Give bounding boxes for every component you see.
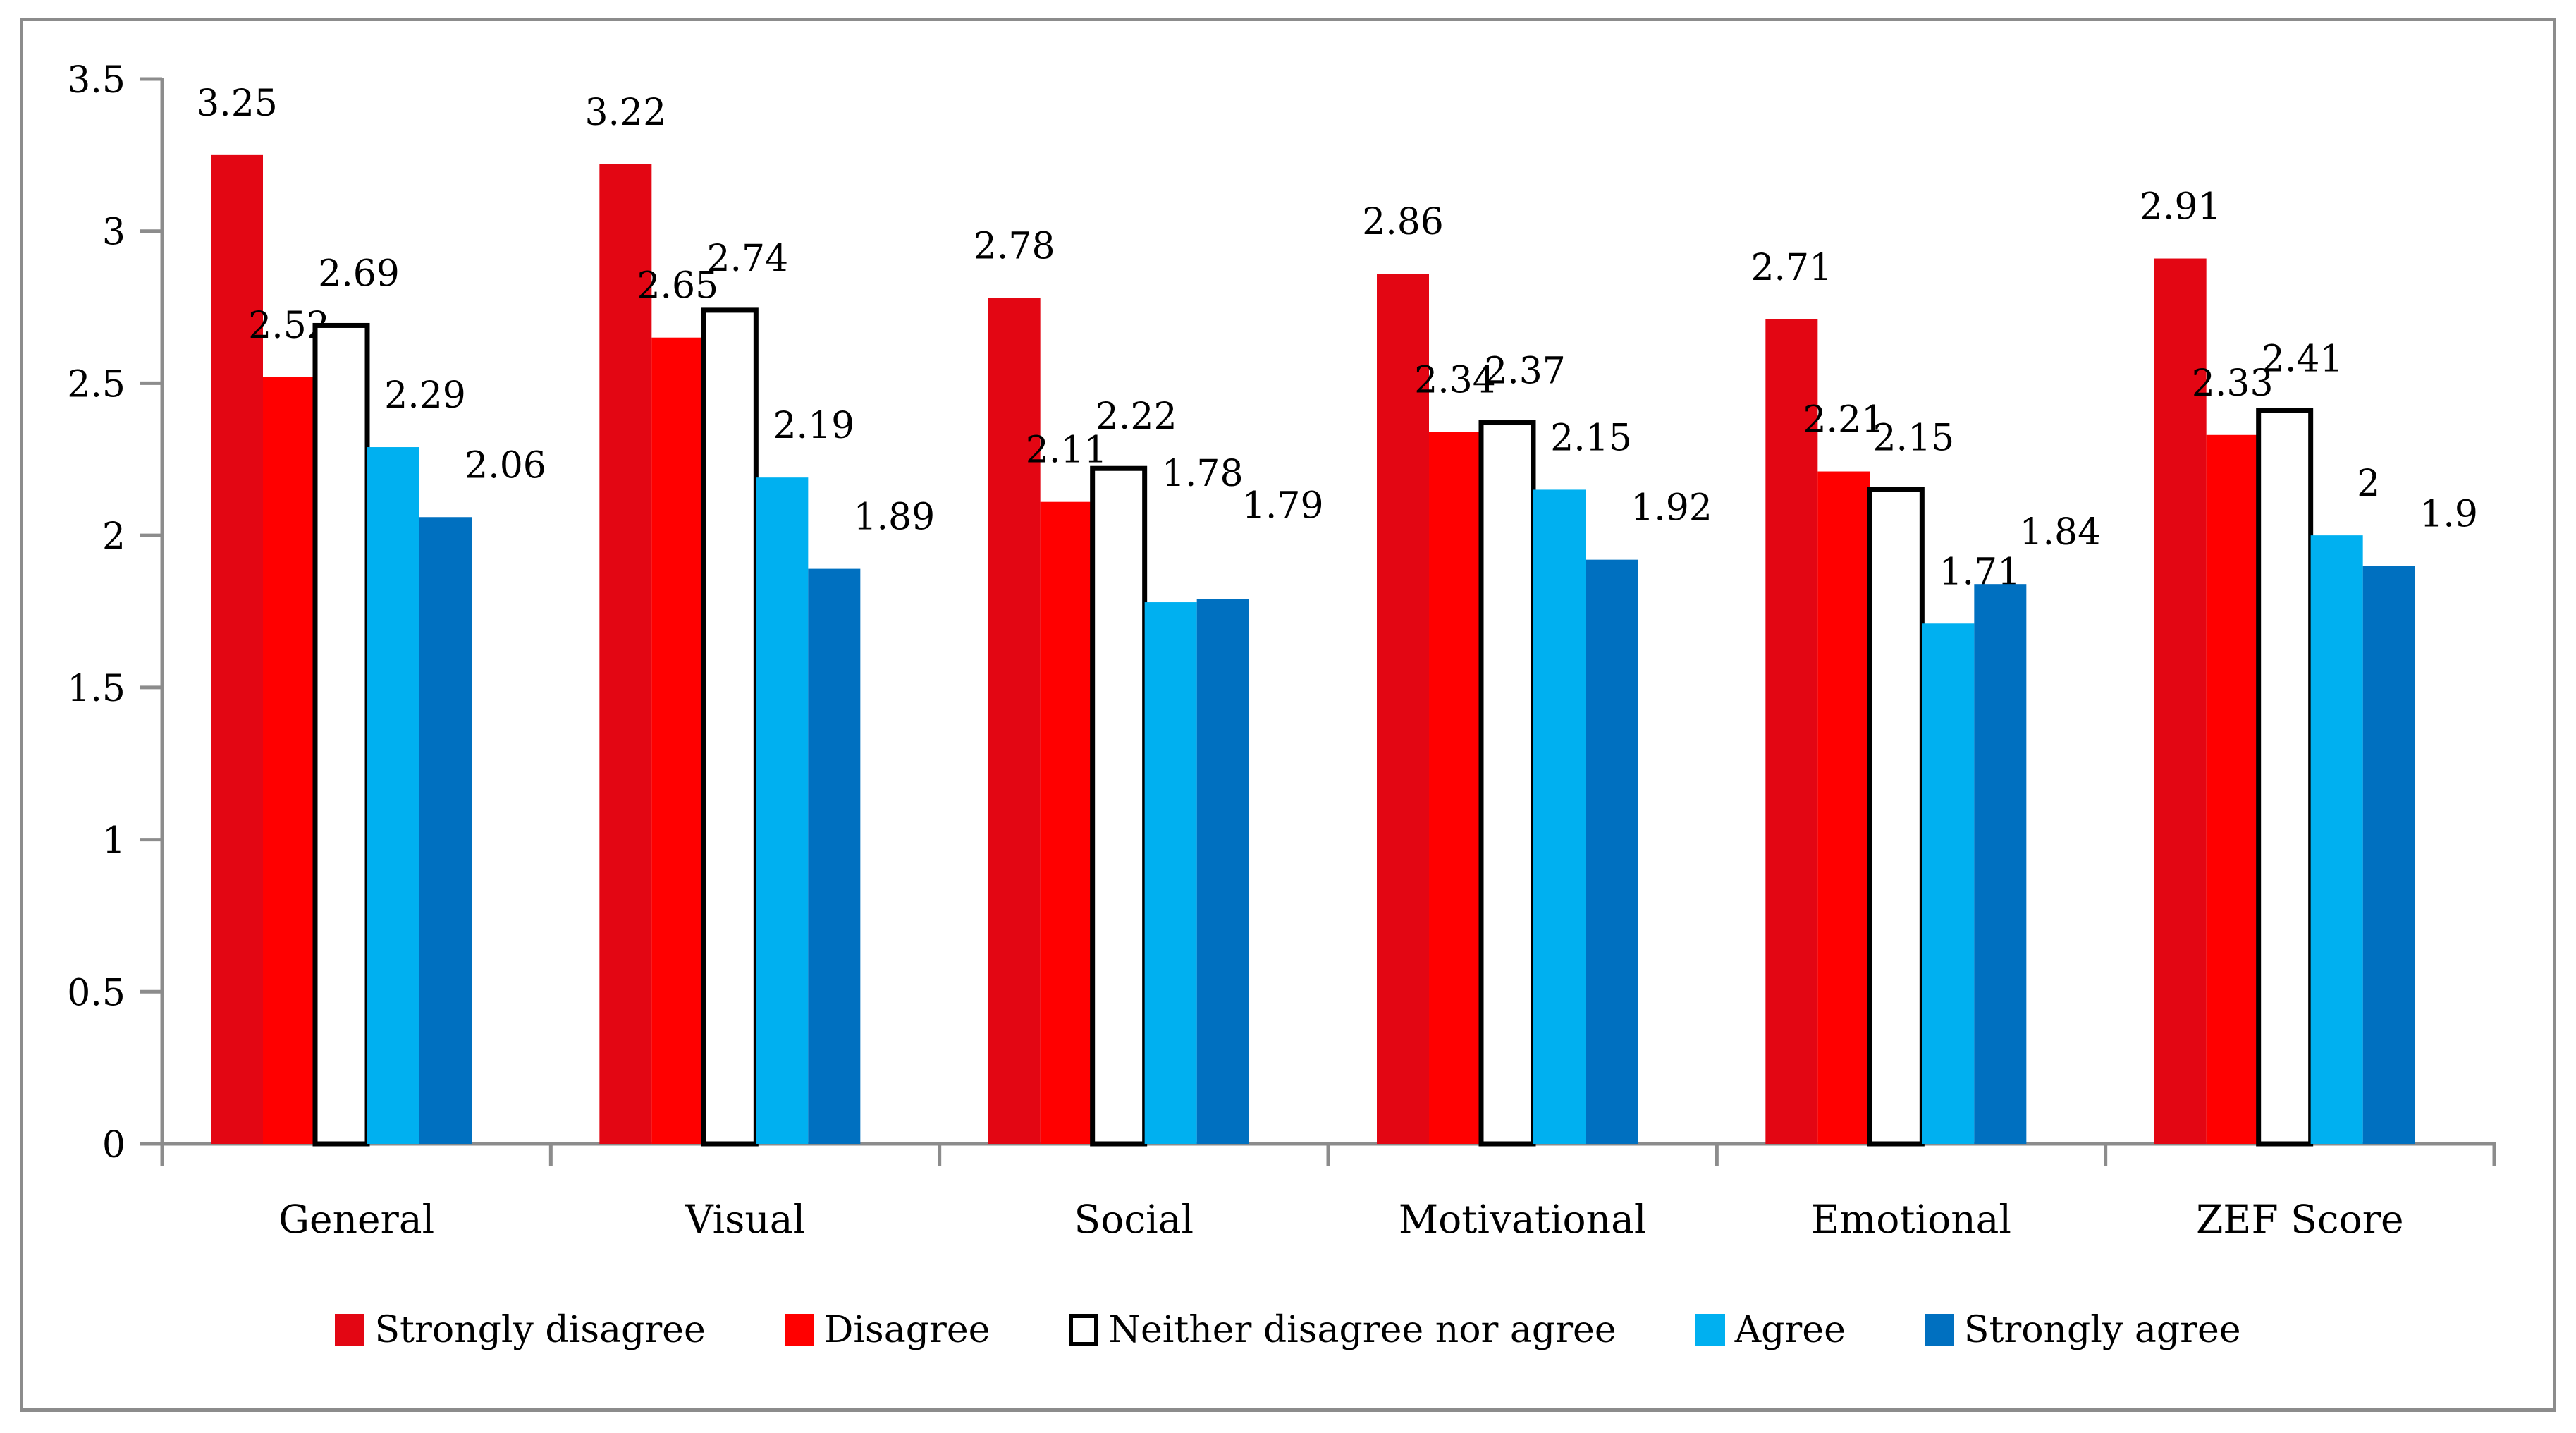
bar-value-label: 3.25 (196, 83, 278, 125)
legend-swatch-icon (1069, 1314, 1099, 1346)
legend-label: Strongly agree (1963, 1309, 2241, 1351)
y-tick-label: 2 (102, 516, 125, 558)
legend-label: Neither disagree nor agree (1108, 1309, 1617, 1351)
bar-3-motivational (1478, 420, 1536, 1147)
legend-swatch-icon (1695, 1314, 1725, 1346)
bar-3-visual (701, 307, 759, 1147)
bar-5-visual (808, 568, 861, 1144)
category-label: Motivational (1399, 1197, 1647, 1242)
legend-swatch-icon (784, 1314, 814, 1346)
legend-item-2: Disagree (784, 1309, 990, 1351)
bar-value-label: 1.9 (2419, 493, 2478, 535)
legend-label: Disagree (823, 1309, 990, 1351)
bar-value-label: 1.89 (853, 496, 935, 539)
legend: Strongly disagree Disagree Neither disagre… (23, 1296, 2553, 1364)
category-label: General (278, 1197, 434, 1242)
bar-value-label: 2.11 (1026, 429, 1108, 472)
bar-value-label: 2.29 (384, 374, 466, 417)
bar-2-social (1040, 501, 1093, 1144)
bar-value-label: 1.79 (1242, 485, 1324, 528)
bar-5-emotional (1974, 584, 2027, 1144)
category-label: Emotional (1811, 1197, 2011, 1242)
legend-swatch-icon (335, 1314, 365, 1346)
bar-value-label: 1.92 (1631, 487, 1712, 530)
bar-5-general (419, 517, 472, 1144)
category-label: Social (1074, 1197, 1194, 1242)
category-label: Visual (685, 1197, 805, 1242)
bar-2-zef-score (2206, 434, 2259, 1144)
bar-4-visual (756, 477, 809, 1144)
bar-value-label: 2 (2357, 463, 2380, 505)
bar-1-social (988, 298, 1041, 1145)
bar-1-emotional (1765, 319, 1818, 1144)
y-tick-label: 2.5 (67, 363, 125, 405)
legend-item-4: Agree (1695, 1312, 1846, 1348)
bar-5-motivational (1586, 559, 1638, 1144)
y-tick-label: 1.5 (67, 668, 125, 710)
bar-value-label: 2.69 (318, 252, 400, 295)
y-tick-label: 3.5 (67, 59, 125, 102)
bar-4-emotional (1922, 623, 1975, 1144)
bar-value-label: 2.34 (1414, 359, 1496, 401)
legend-item-3: Neither disagree nor agree (1069, 1309, 1617, 1351)
y-tick-label: 1 (102, 820, 125, 862)
bar-4-zef-score (2310, 535, 2363, 1144)
bar-4-general (367, 447, 419, 1144)
bar-2-visual (651, 337, 704, 1144)
bar-4-motivational (1533, 489, 1586, 1144)
bar-1-zef-score (2154, 258, 2207, 1144)
legend-label: Strongly disagree (374, 1309, 706, 1351)
bar-3-social (1090, 465, 1148, 1147)
bar-value-label: 2.22 (1096, 396, 1177, 438)
legend-item-5: Strongly agree (1924, 1309, 2241, 1351)
legend-label: Agree (1734, 1309, 1846, 1351)
bar-value-label: 2.15 (1550, 417, 1632, 459)
bar-2-motivational (1429, 432, 1481, 1144)
bar-value-label: 2.19 (773, 405, 854, 447)
bar-value-label: 1.84 (2019, 511, 2101, 554)
y-tick-label: 3 (102, 212, 125, 254)
legend-swatch-icon (1924, 1314, 1954, 1346)
bar-1-motivational (1377, 274, 1429, 1145)
bar-value-label: 2.37 (1484, 350, 1566, 393)
bar-3-zef-score (2256, 408, 2314, 1147)
y-tick-label: 0 (102, 1124, 125, 1166)
bar-2-general (263, 377, 315, 1144)
legend-item-1: Strongly disagree (335, 1309, 706, 1351)
bar-2-emotional (1817, 471, 1870, 1144)
bar-value-label: 2.06 (465, 444, 546, 487)
bar-value-label: 2.33 (2192, 362, 2274, 405)
category-label: ZEF Score (2196, 1197, 2403, 1242)
bar-value-label: 3.22 (584, 92, 666, 134)
bar-value-label: 2.86 (1362, 201, 1444, 243)
bar-value-label: 1.78 (1162, 453, 1244, 495)
bar-value-label: 2.21 (1803, 399, 1884, 441)
bar-3-emotional (1867, 487, 1925, 1147)
bar-value-label: 2.74 (706, 238, 788, 280)
bar-value-label: 2.91 (2140, 186, 2221, 228)
bar-1-general (211, 154, 263, 1144)
figure-border (20, 18, 2556, 1412)
bar-value-label: 2.65 (637, 265, 718, 307)
y-tick-label: 0.5 (67, 972, 125, 1014)
bar-5-social (1196, 599, 1249, 1144)
bar-value-label: 2.15 (1872, 417, 1954, 459)
bar-value-label: 2.41 (2262, 338, 2343, 380)
bar-value-label: 2.78 (974, 226, 1055, 268)
bar-4-social (1144, 602, 1197, 1144)
bar-value-label: 2.71 (1750, 247, 1832, 289)
bar-5-zef-score (2362, 566, 2415, 1144)
bar-1-visual (599, 164, 652, 1144)
bar-3-general (312, 322, 370, 1147)
